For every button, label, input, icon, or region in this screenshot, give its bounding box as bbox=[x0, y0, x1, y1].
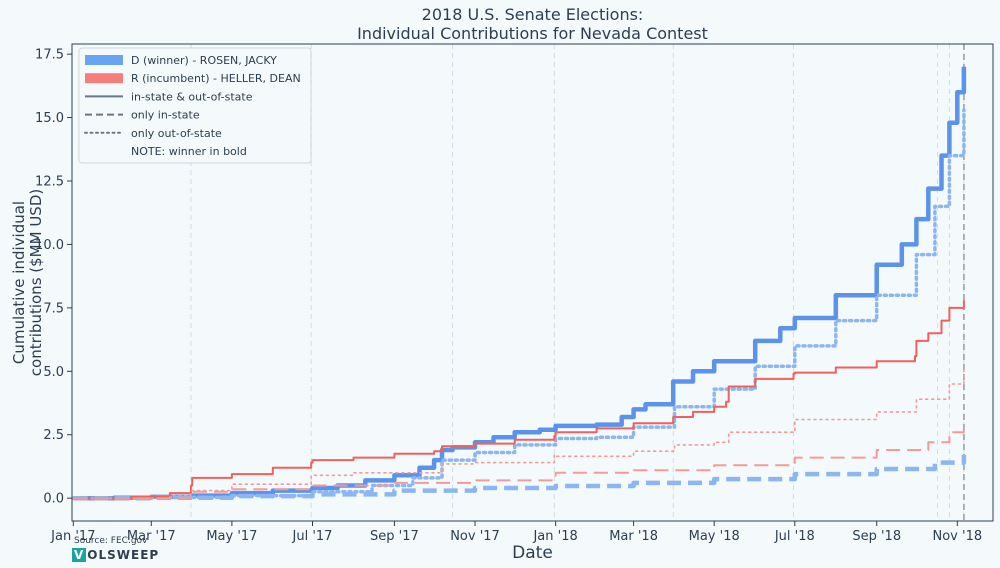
y-axis-label-line: contributions ($MM USD) bbox=[27, 189, 45, 376]
y-tick-label: 0.0 bbox=[43, 492, 64, 507]
x-tick-label: Mar '18 bbox=[609, 529, 658, 544]
brand-name: OLSWEEP bbox=[87, 548, 160, 562]
y-tick-label: 15.0 bbox=[35, 111, 64, 126]
x-tick-label: Jan '17 bbox=[50, 529, 95, 544]
source-note: Source: FEC.gov bbox=[74, 536, 148, 546]
legend-label: only out-of-state bbox=[131, 127, 222, 140]
chart-title-line: Individual Contributions for Nevada Cont… bbox=[357, 24, 708, 43]
series-line-heller-dashed bbox=[73, 427, 965, 500]
legend-label: in-state & out-of-state bbox=[131, 90, 253, 103]
legend-swatch bbox=[85, 73, 123, 84]
legend: D (winner) - ROSEN, JACKY R (incumbent) -… bbox=[78, 47, 312, 164]
legend-label: D (winner) - ROSEN, JACKY bbox=[131, 54, 277, 67]
x-tick-label: May '18 bbox=[689, 529, 740, 544]
x-tick-label: May '17 bbox=[206, 529, 257, 544]
y-axis-label: Cumulative individualcontributions ($MM … bbox=[10, 189, 45, 376]
y-tick-label: 17.5 bbox=[35, 48, 64, 63]
chart-title-line: 2018 U.S. Senate Elections: bbox=[422, 5, 644, 24]
x-tick-label: Nov '18 bbox=[933, 529, 983, 544]
legend-box bbox=[78, 47, 312, 164]
y-tick-label: 12.5 bbox=[35, 175, 64, 190]
y-tick-label: 2.5 bbox=[43, 428, 64, 443]
x-tick-label: Sep '17 bbox=[370, 529, 419, 544]
x-tick-label: Jul '17 bbox=[292, 529, 333, 544]
x-axis-label: Date bbox=[512, 543, 553, 563]
x-tick-label: Jan '18 bbox=[532, 529, 577, 544]
axis-layer: 0.0 2.5 5.0 7.5 10.0 12.5 15.0 17.5 Jan '17 Mar '… bbox=[10, 48, 982, 563]
x-tick-label: Sep '18 bbox=[852, 529, 901, 544]
x-tick-label: Mar '17 bbox=[127, 529, 176, 544]
series-line-heller-solid bbox=[73, 300, 965, 500]
y-tick-label: 10.0 bbox=[35, 238, 64, 253]
y-tick-label: 5.0 bbox=[43, 365, 64, 380]
y-axis-label-line: Cumulative individual bbox=[10, 201, 28, 364]
series-line-rosen-solid bbox=[73, 66, 967, 501]
y-tick-label: 7.5 bbox=[43, 301, 64, 316]
brand-logo: V OLSWEEP bbox=[72, 548, 159, 562]
title-layer: 2018 U.S. Senate Elections:Individual Co… bbox=[357, 5, 708, 43]
brand-initial: V bbox=[72, 548, 87, 562]
x-tick-label: Nov '17 bbox=[450, 529, 500, 544]
legend-label: R (incumbent) - HELLER, DEAN bbox=[131, 72, 301, 85]
x-tick-label: Jul '18 bbox=[774, 529, 815, 544]
plot-frame bbox=[71, 43, 994, 522]
legend-label: NOTE: winner in bold bbox=[131, 145, 247, 158]
series-line-rosen-dotted bbox=[71, 108, 966, 500]
legend-swatch bbox=[85, 55, 123, 65]
legend-label: only in-state bbox=[131, 109, 200, 122]
series-layer bbox=[71, 66, 967, 501]
